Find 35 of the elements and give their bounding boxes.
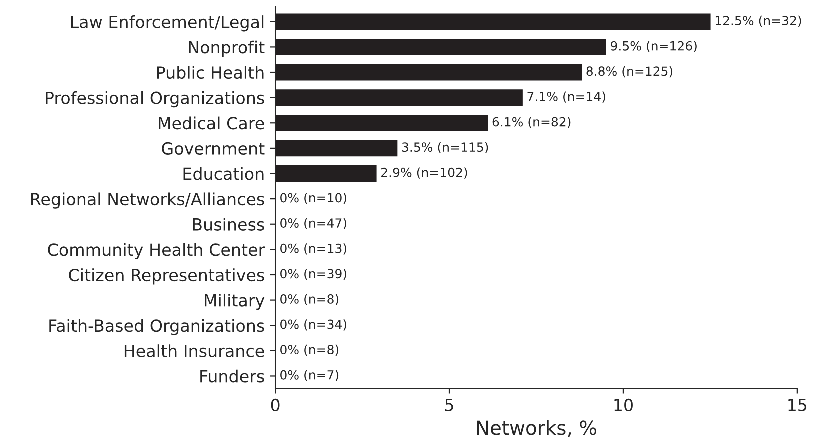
x-axis-title: Networks, %: [477, 420, 596, 438]
data-label: 6.1% (n=82): [492, 117, 571, 128]
data-label: 0% (n=7): [280, 370, 339, 382]
y-tick-label: Nonprofit: [189, 40, 265, 57]
y-tick-label: Government: [162, 142, 265, 156]
data-label: 9.5% (n=126): [611, 41, 697, 52]
y-tick-label: Community Health Center: [48, 243, 266, 260]
data-label: 3.5% (n=115): [402, 142, 488, 154]
data-label: 12.5% (n=32): [716, 16, 802, 27]
x-tick-label: 5: [445, 399, 454, 412]
y-tick-label: Citizen Representatives: [69, 268, 264, 285]
data-label: 0% (n=34): [280, 320, 346, 331]
y-tick-label: Regional Networks/Alliances: [32, 192, 264, 209]
data-label: 0% (n=8): [280, 344, 339, 356]
data-label: 7.1% (n=14): [528, 92, 606, 103]
data-label: 0% (n=39): [280, 268, 346, 280]
x-tick-label: 0: [271, 398, 280, 412]
data-label: 0% (n=10): [280, 193, 346, 204]
data-label: 0% (n=8): [280, 294, 339, 306]
data-label: 0% (n=13): [280, 244, 346, 255]
x-tick-label: 15: [788, 399, 807, 412]
y-tick-label: Medical Care: [159, 116, 264, 130]
y-tick-label: Faith-Based Organizations: [50, 319, 264, 336]
y-tick-label: Health Insurance: [124, 344, 264, 358]
y-tick-label: Military: [205, 294, 265, 310]
data-label: 8.8% (n=125): [586, 66, 673, 78]
y-tick-label: Public Health: [157, 66, 264, 80]
y-tick-label: Business: [193, 218, 264, 231]
data-label: 2.9% (n=102): [382, 168, 468, 179]
y-tick-label: Law Enforcement/Legal: [71, 16, 264, 32]
x-tick-label: 10: [614, 398, 633, 412]
data-label: 0% (n=47): [280, 218, 346, 230]
y-tick-label: Funders: [200, 370, 264, 383]
y-tick-label: Professional Organizations: [46, 91, 264, 108]
y-tick-label: Education: [184, 167, 264, 180]
